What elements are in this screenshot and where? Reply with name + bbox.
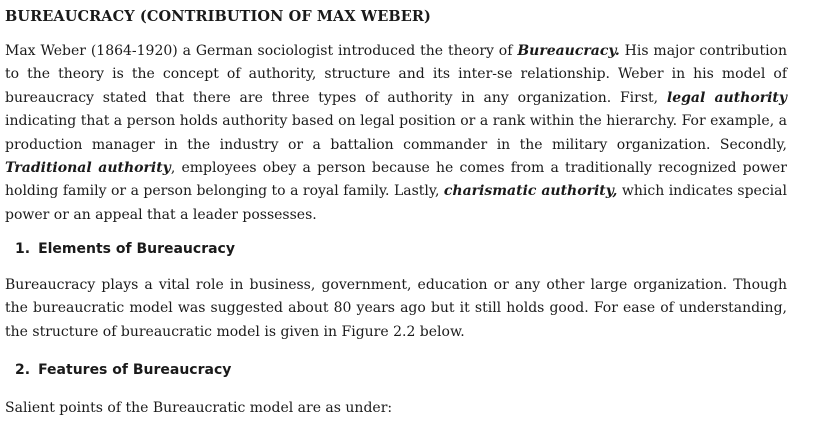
section-heading-elements: 1. Elements of Bureaucracy — [15, 241, 235, 257]
intro-paragraph: Max Weber (1864-1920) a German sociologi… — [5, 40, 787, 227]
document-title: BUREAUCRACY (CONTRIBUTION OF MAX WEBER) — [5, 8, 432, 25]
intro-text-4: , employees obey a person because he com… — [5, 160, 787, 200]
section-title: Elements of Bureaucracy — [38, 241, 235, 257]
term-bureaucracy: Bureaucracy. — [517, 43, 620, 59]
features-paragraph: Salient points of the Bureaucratic model… — [5, 400, 393, 416]
intro-text-3: indicating that a person holds authority… — [5, 113, 787, 153]
section-title: Features of Bureaucracy — [38, 362, 232, 378]
section-number: 2. — [15, 362, 31, 378]
term-traditional-authority: Traditional authority — [5, 160, 171, 177]
term-legal-authority: legal authority — [666, 89, 787, 106]
intro-text-2: His major contribution to the theory is … — [5, 43, 787, 106]
intro-text-5: which indicates special power or an appe… — [5, 183, 787, 223]
elements-paragraph: Bureaucracy plays a vital role in busine… — [5, 277, 787, 340]
term-charismatic-authority: charismatic authority, — [443, 183, 618, 200]
section-heading-features: 2. Features of Bureaucracy — [15, 362, 231, 378]
intro-text-1: Max Weber (1864-1920) a German sociologi… — [5, 43, 518, 59]
section-number: 1. — [15, 241, 31, 257]
